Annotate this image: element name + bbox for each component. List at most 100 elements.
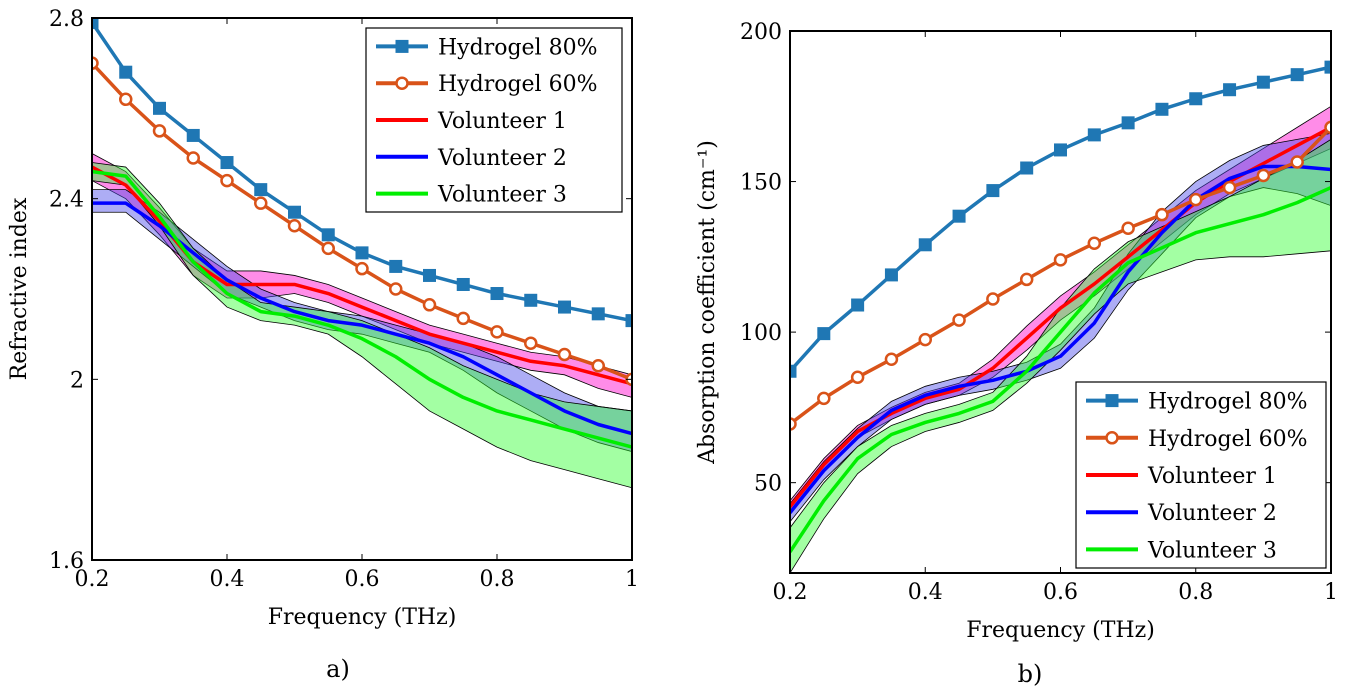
data-point-hydrogel-80- — [591, 307, 605, 321]
chart-a-refractive-index: 0.2 0.4 0.6 0.8 1 1.6 2 2.4 2.8 Frequency (THz) Re… — [7, 7, 639, 630]
x-tick-label: 0.6 — [345, 567, 380, 592]
data-point-hydrogel-60- — [220, 173, 234, 188]
legend-label-volunteer-1: Volunteer 1 — [1147, 464, 1277, 489]
band-volunteer-2 — [790, 133, 1331, 522]
data-point-hydrogel-80- — [456, 277, 470, 291]
legend-label-volunteer-1: Volunteer 1 — [437, 109, 567, 134]
y-tick-label: 150 — [740, 171, 782, 196]
band-volunteer-3 — [790, 139, 1331, 573]
y-tick-label: 1.6 — [49, 549, 84, 574]
data-point-hydrogel-80- — [986, 184, 1000, 198]
data-point-hydrogel-80- — [119, 65, 133, 79]
data-point-hydrogel-80- — [1256, 75, 1270, 89]
band-upper-edge-volunteer-1 — [92, 153, 632, 376]
data-point-hydrogel-60- — [456, 311, 470, 326]
data-point-hydrogel-60- — [1324, 120, 1331, 135]
data-point-hydrogel-60- — [490, 325, 504, 339]
data-point-hydrogel-80- — [851, 298, 865, 312]
series-line-volunteer-3 — [790, 185, 1331, 553]
band-upper-edge-volunteer-3 — [92, 162, 632, 412]
data-point-hydrogel-60- — [1222, 180, 1237, 195]
data-point-hydrogel-60- — [287, 219, 302, 233]
data-point-hydrogel-60- — [817, 391, 831, 406]
band-lower-edge-volunteer-1 — [790, 148, 1331, 514]
data-point-hydrogel-60- — [1053, 253, 1068, 267]
data-point-hydrogel-80- — [1223, 83, 1237, 97]
legend-label-hydrogel-60-: Hydrogel 60% — [438, 72, 598, 97]
data-point-hydrogel-80- — [1189, 92, 1203, 106]
data-point-hydrogel-60- — [119, 92, 133, 107]
data-point-hydrogel-80- — [1054, 143, 1067, 157]
x-axis-label: Frequency (THz) — [966, 618, 1155, 643]
data-point-hydrogel-80- — [186, 128, 200, 142]
data-point-hydrogel-80- — [355, 246, 369, 260]
data-point-hydrogel-80- — [524, 293, 538, 307]
series-line-volunteer-3 — [92, 169, 632, 449]
x-tick-label: 0.8 — [480, 567, 515, 592]
data-point-hydrogel-80- — [884, 268, 898, 282]
subfigure-label-a: a) — [326, 655, 350, 683]
legend: Hydrogel 80% Hydrogel 60% Volunteer 1 Volun… — [365, 27, 623, 213]
y-tick-label: 200 — [740, 20, 782, 45]
data-point-hydrogel-80- — [288, 205, 301, 219]
y-axis-label: Refractive index — [7, 197, 32, 380]
data-point-hydrogel-60- — [422, 298, 437, 312]
data-point-hydrogel-60- — [1256, 168, 1271, 183]
x-tick-label: 0.2 — [75, 567, 110, 592]
y-tick-label: 100 — [740, 321, 782, 346]
band-lower-edge-volunteer-2 — [790, 187, 1331, 523]
legend-label-hydrogel-80-: Hydrogel 80% — [1148, 390, 1308, 415]
y-tick-label: 2 — [70, 368, 84, 393]
data-point-hydrogel-60- — [918, 332, 932, 347]
legend-label-volunteer-3: Volunteer 3 — [1147, 538, 1277, 563]
data-point-hydrogel-80- — [1324, 60, 1331, 74]
data-point-hydrogel-80- — [918, 238, 932, 252]
data-point-hydrogel-80- — [1020, 161, 1034, 175]
data-point-hydrogel-80- — [490, 287, 504, 301]
subfigure-label-b: b) — [1018, 660, 1043, 688]
series-line-volunteer-2 — [92, 201, 632, 436]
y-tick-label: 2.4 — [49, 188, 84, 213]
band-lower-edge-volunteer-2 — [92, 211, 632, 452]
x-tick-label: 0.4 — [210, 567, 245, 592]
data-point-hydrogel-60- — [92, 56, 99, 70]
data-point-hydrogel-80- — [92, 18, 99, 30]
band-upper-edge-volunteer-1 — [790, 105, 1331, 501]
data-point-hydrogel-60- — [952, 313, 966, 327]
data-point-hydrogel-60- — [254, 196, 268, 210]
data-point-hydrogel-60- — [186, 151, 200, 165]
data-point-hydrogel-60- — [1290, 155, 1304, 169]
legend-label-volunteer-2: Volunteer 2 — [1147, 501, 1277, 526]
x-tick-label: 1 — [1324, 580, 1338, 605]
data-point-hydrogel-60- — [321, 241, 335, 256]
data-point-hydrogel-80- — [389, 259, 403, 273]
legend-label-hydrogel-80-: Hydrogel 80% — [438, 35, 598, 60]
data-point-hydrogel-60- — [884, 352, 899, 366]
legend-marker-hydrogel-60- — [1105, 431, 1119, 445]
legend: Hydrogel 80% Hydrogel 60% Volunteer 1 Volun… — [1075, 381, 1327, 569]
data-point-hydrogel-80- — [220, 156, 234, 170]
band-volunteer-1 — [92, 153, 632, 398]
band-lower-edge-volunteer-3 — [790, 250, 1331, 573]
data-point-hydrogel-80- — [1290, 68, 1304, 82]
data-point-hydrogel-80- — [817, 327, 831, 341]
data-point-hydrogel-60- — [591, 359, 605, 373]
y-axis-label: Absorption coefficient (cm⁻¹) — [695, 140, 720, 465]
legend-label-volunteer-3: Volunteer 3 — [437, 183, 567, 208]
legend-marker-hydrogel-60- — [395, 76, 409, 90]
x-tick-label: 1 — [625, 567, 639, 592]
data-point-hydrogel-80- — [625, 314, 632, 328]
x-axis-label: Frequency (THz) — [268, 605, 457, 630]
data-point-hydrogel-60- — [1019, 272, 1034, 287]
y-tick-label: 50 — [754, 472, 782, 497]
data-point-hydrogel-60- — [1155, 207, 1169, 222]
x-tick-label: 0.8 — [1178, 580, 1213, 605]
x-tick-label: 0.4 — [908, 580, 943, 605]
x-tick-label: 0.6 — [1043, 580, 1078, 605]
data-point-hydrogel-80- — [254, 183, 268, 197]
data-point-hydrogel-60- — [355, 261, 369, 276]
legend-marker-hydrogel-80- — [1105, 394, 1119, 408]
data-point-hydrogel-80- — [1121, 116, 1135, 130]
